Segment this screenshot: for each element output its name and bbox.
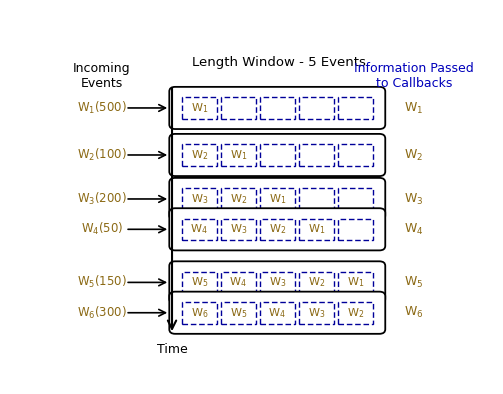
FancyBboxPatch shape	[260, 302, 295, 323]
FancyBboxPatch shape	[221, 271, 256, 293]
FancyBboxPatch shape	[260, 97, 295, 119]
FancyBboxPatch shape	[260, 271, 295, 293]
Text: W$_4$: W$_4$	[269, 306, 286, 320]
FancyBboxPatch shape	[299, 188, 334, 210]
Text: W$_2$: W$_2$	[404, 147, 423, 163]
FancyBboxPatch shape	[338, 302, 373, 323]
Text: W$_4$(50): W$_4$(50)	[80, 221, 123, 237]
FancyBboxPatch shape	[338, 271, 373, 293]
Text: W$_3$: W$_3$	[191, 192, 208, 206]
Text: W$_1$: W$_1$	[404, 100, 424, 115]
Text: W$_1$(500): W$_1$(500)	[77, 100, 127, 116]
Text: W$_2$: W$_2$	[308, 275, 325, 289]
FancyBboxPatch shape	[260, 188, 295, 210]
Text: W$_3$: W$_3$	[307, 306, 325, 320]
Text: W$_1$: W$_1$	[269, 192, 286, 206]
FancyBboxPatch shape	[221, 97, 256, 119]
Text: W$_5$: W$_5$	[404, 275, 424, 290]
FancyBboxPatch shape	[170, 208, 385, 251]
Text: W$_2$(100): W$_2$(100)	[77, 147, 127, 163]
Text: W$_5$: W$_5$	[229, 306, 247, 320]
Text: W$_3$: W$_3$	[229, 222, 247, 236]
FancyBboxPatch shape	[170, 87, 385, 129]
FancyBboxPatch shape	[221, 144, 256, 166]
Text: W$_1$: W$_1$	[230, 148, 247, 162]
Text: W$_3$(200): W$_3$(200)	[77, 191, 127, 207]
FancyBboxPatch shape	[182, 219, 217, 240]
FancyBboxPatch shape	[260, 219, 295, 240]
Text: W$_6$: W$_6$	[404, 305, 424, 320]
FancyBboxPatch shape	[260, 144, 295, 166]
Text: W$_6$(300): W$_6$(300)	[77, 305, 127, 321]
FancyBboxPatch shape	[182, 188, 217, 210]
Text: Time: Time	[156, 343, 188, 356]
FancyBboxPatch shape	[299, 271, 334, 293]
Text: W$_4$: W$_4$	[229, 275, 247, 289]
FancyBboxPatch shape	[299, 219, 334, 240]
Text: W$_2$: W$_2$	[191, 148, 208, 162]
Text: W$_2$: W$_2$	[269, 222, 286, 236]
FancyBboxPatch shape	[170, 134, 385, 176]
Text: Incoming
Events: Incoming Events	[73, 63, 131, 91]
FancyBboxPatch shape	[170, 292, 385, 334]
FancyBboxPatch shape	[299, 144, 334, 166]
Text: W$_5$(150): W$_5$(150)	[77, 274, 127, 290]
FancyBboxPatch shape	[338, 219, 373, 240]
FancyBboxPatch shape	[221, 188, 256, 210]
Text: W$_1$: W$_1$	[191, 101, 208, 115]
FancyBboxPatch shape	[182, 97, 217, 119]
FancyBboxPatch shape	[299, 302, 334, 323]
Text: W$_3$: W$_3$	[404, 191, 424, 206]
FancyBboxPatch shape	[182, 144, 217, 166]
Text: W$_4$: W$_4$	[404, 222, 424, 237]
FancyBboxPatch shape	[221, 219, 256, 240]
Text: W$_6$: W$_6$	[191, 306, 208, 320]
Text: Length Window - 5 Events: Length Window - 5 Events	[192, 56, 366, 69]
FancyBboxPatch shape	[338, 97, 373, 119]
Text: W$_3$: W$_3$	[269, 275, 286, 289]
Text: W$_4$: W$_4$	[191, 222, 208, 236]
FancyBboxPatch shape	[221, 302, 256, 323]
Text: Information Passed
to Callbacks: Information Passed to Callbacks	[354, 63, 474, 91]
Text: W$_1$: W$_1$	[308, 222, 325, 236]
FancyBboxPatch shape	[338, 144, 373, 166]
Text: W$_1$: W$_1$	[347, 275, 364, 289]
FancyBboxPatch shape	[182, 271, 217, 293]
FancyBboxPatch shape	[182, 302, 217, 323]
FancyBboxPatch shape	[338, 188, 373, 210]
Text: W$_2$: W$_2$	[230, 192, 247, 206]
FancyBboxPatch shape	[170, 178, 385, 220]
Text: W$_2$: W$_2$	[347, 306, 364, 320]
FancyBboxPatch shape	[170, 261, 385, 303]
FancyBboxPatch shape	[299, 97, 334, 119]
Text: W$_5$: W$_5$	[191, 275, 208, 289]
